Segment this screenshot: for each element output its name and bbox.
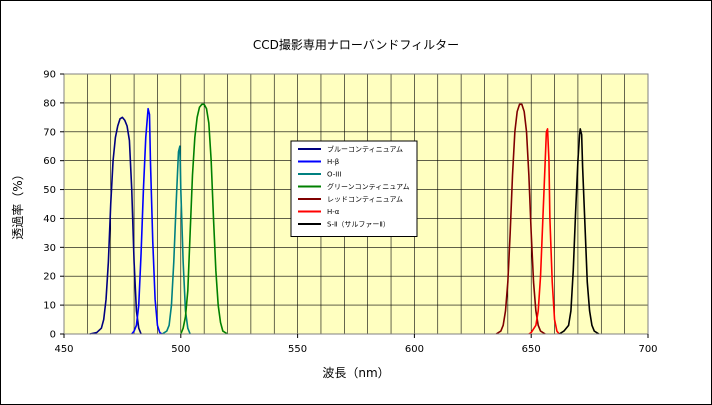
legend-box [290,140,418,237]
legend-label-5: レッドコンティニュアム [327,196,403,204]
y-tick-label: 30 [43,243,56,254]
series-line-5 [495,103,546,335]
y-tick-label: 80 [43,98,56,109]
legend-label-7: S-Ⅱ（サルファーⅡ） [327,221,390,229]
y-tick-label: 60 [43,156,56,167]
plot-border [63,73,649,335]
legend-label-3: O-III [327,171,341,179]
x-tick-label: 650 [522,344,541,355]
legend-label-4: グリーンコンティニュアム [327,182,410,191]
y-axis-ticks: 0 10 20 30 40 50 60 70 80 90 [43,70,64,341]
x-tick-label: 600 [405,344,424,355]
legend-label-2: H-β [327,158,339,166]
y-tick-label: 10 [43,301,56,312]
x-tick-label: 700 [638,344,657,355]
series-line-1 [89,116,142,335]
y-tick-label: 0 [50,330,56,341]
legend: ブルーコンティニュアム H-β O-III グリーンコンティニュアムレッドコンティニュ… [290,140,418,237]
y-axis-label: 透過率（%） [10,168,25,239]
series-line-7 [558,128,600,335]
x-tick-label: 450 [54,344,73,355]
series-line-6 [528,128,560,335]
x-axis-ticks: 450 500 550 600 650 700 [54,334,658,355]
series-lines [89,103,600,335]
y-tick-label: 90 [43,70,56,81]
y-tick-label: 50 [43,185,56,196]
x-tick-label: 500 [171,344,190,355]
legend-label-1: ブルーコンティニュアム [327,145,403,154]
legend-label-6: H-α [327,208,340,216]
y-tick-label: 20 [43,272,56,283]
x-tick-label: 550 [288,344,307,355]
series-line-4 [180,103,228,335]
y-tick-label: 40 [43,214,56,225]
chart-title: CCD撮影専用ナローバンドフィルター [253,38,459,52]
y-tick-label: 70 [43,127,56,138]
x-axis-label: 波長（nm） [322,366,389,380]
series-line-2 [131,107,163,335]
